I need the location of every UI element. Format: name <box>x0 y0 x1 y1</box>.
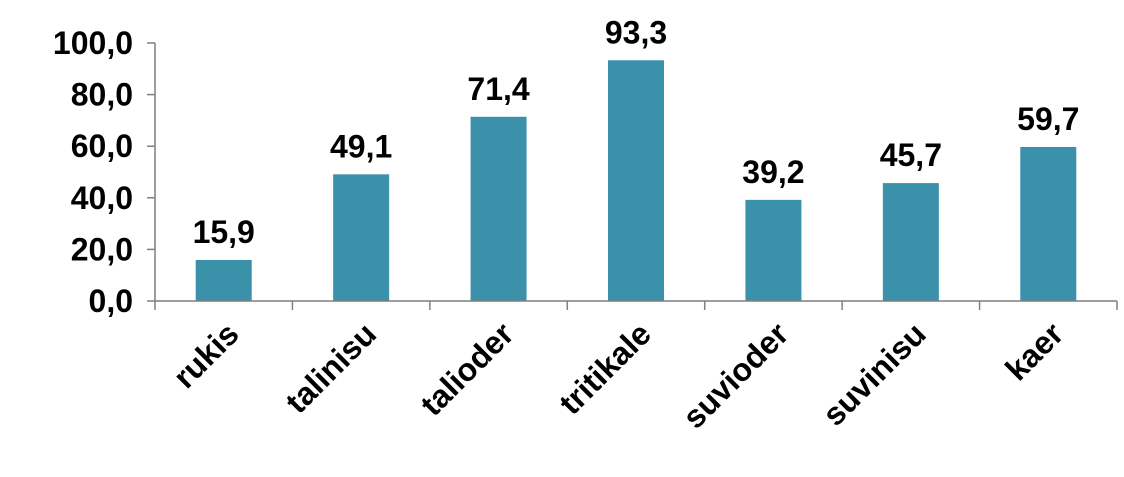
data-label: 45,7 <box>880 137 942 173</box>
category-label: suvioder <box>676 315 796 435</box>
category-label: kaer <box>998 315 1070 387</box>
bar <box>745 199 802 301</box>
y-tick-label: 80,0 <box>71 77 133 113</box>
category-label: rukis <box>166 315 246 395</box>
axes-group <box>147 42 1118 310</box>
data-label: 15,9 <box>193 214 255 250</box>
data-label: 39,2 <box>742 154 804 190</box>
data-label: 49,1 <box>330 128 392 164</box>
bars-group <box>195 60 1077 302</box>
y-tick-label: 40,0 <box>71 180 133 216</box>
data-label: 71,4 <box>467 71 529 107</box>
y-tick-label: 60,0 <box>71 128 133 164</box>
y-tick-label: 20,0 <box>71 231 133 267</box>
bar <box>333 174 390 301</box>
y-tick-label: 0,0 <box>89 283 133 319</box>
data-label: 93,3 <box>605 14 667 50</box>
bar <box>195 259 252 301</box>
category-label: suvinisu <box>816 315 933 432</box>
bar <box>470 116 527 302</box>
category-label: talinisu <box>278 315 383 420</box>
bar <box>1020 146 1077 301</box>
bar <box>608 60 664 302</box>
y-tick-label: 100,0 <box>53 25 133 61</box>
category-label: talioder <box>413 315 520 422</box>
category-label: tritikale <box>552 315 658 421</box>
bar <box>882 183 939 301</box>
data-label: 59,7 <box>1017 101 1079 137</box>
